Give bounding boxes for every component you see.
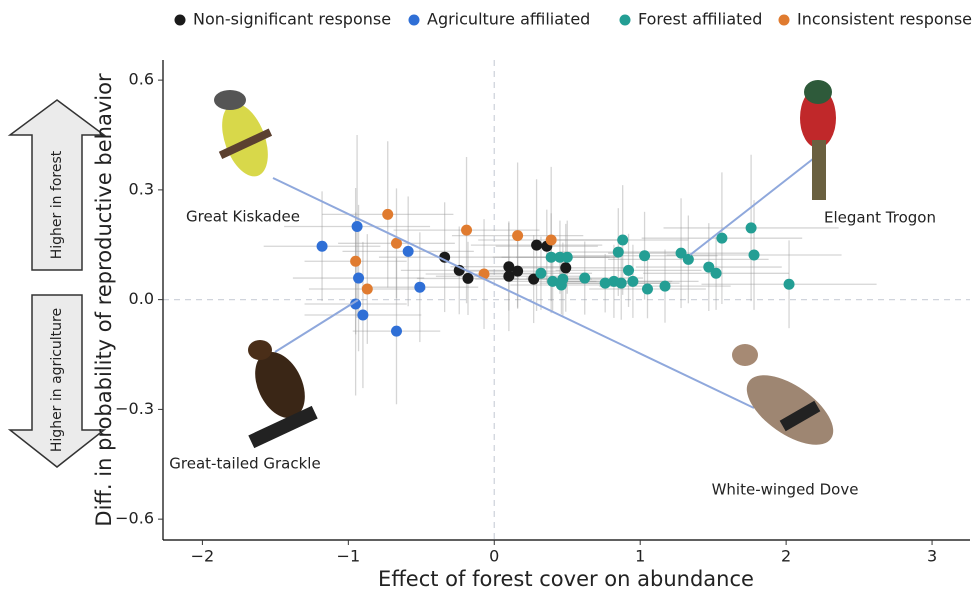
point	[512, 230, 523, 241]
y-tick-label: −0.6	[115, 509, 154, 528]
legend-label: Inconsistent response	[797, 10, 972, 29]
point	[784, 279, 795, 290]
bird-trogon	[800, 80, 836, 200]
bird-label: Great Kiskadee	[186, 208, 300, 226]
point	[352, 221, 363, 232]
legend-marker	[409, 15, 420, 26]
y-tick-label: 0.6	[129, 70, 154, 89]
x-tick-label: 3	[927, 547, 937, 566]
y-tick-label: 0.3	[129, 179, 154, 198]
point	[350, 256, 361, 267]
point	[617, 235, 628, 246]
point	[660, 281, 671, 292]
legend: Non-significant response Agriculture affi…	[175, 10, 973, 29]
point	[557, 274, 568, 285]
arrow-label: Higher in agriculture	[49, 308, 65, 452]
point	[403, 246, 414, 257]
bird-dove	[732, 344, 845, 458]
point	[362, 284, 373, 295]
x-tick-label: −2	[191, 547, 215, 566]
point	[535, 268, 546, 279]
bird-label: White-winged Dove	[712, 481, 859, 499]
point	[353, 273, 364, 284]
point	[562, 252, 573, 263]
x-tick-label: 0	[489, 547, 499, 566]
point	[616, 278, 627, 289]
point	[579, 273, 590, 284]
point	[512, 266, 523, 277]
x-tick-label: −1	[337, 547, 361, 566]
point	[613, 247, 624, 258]
arrow-label: Higher in forest	[49, 150, 65, 259]
point	[357, 310, 368, 321]
x-tick-label: 2	[781, 547, 791, 566]
point	[683, 254, 694, 265]
point	[749, 250, 760, 261]
point	[391, 326, 402, 337]
x-tick-label: 1	[635, 547, 645, 566]
point	[317, 241, 328, 252]
bird-grackle	[245, 340, 317, 448]
bird-kiskadee	[213, 90, 277, 183]
y-tick-label: −0.3	[115, 399, 154, 418]
legend-marker	[620, 15, 631, 26]
x-axis-title: Effect of forest cover on abundance	[378, 567, 754, 591]
point	[382, 209, 393, 220]
point	[639, 250, 650, 261]
point	[627, 276, 638, 287]
point	[414, 282, 425, 293]
point	[711, 268, 722, 279]
point	[546, 235, 557, 246]
legend-label: Agriculture affiliated	[427, 10, 590, 29]
point	[531, 240, 542, 251]
point	[560, 262, 571, 273]
bird-label: Elegant Trogon	[824, 209, 936, 227]
point	[623, 265, 634, 276]
point	[746, 222, 757, 233]
legend-marker	[779, 15, 790, 26]
point	[461, 225, 472, 236]
point	[462, 273, 473, 284]
legend-label: Forest affiliated	[638, 10, 762, 29]
y-axis-title: Diff. in probability of reproductive beh…	[92, 73, 116, 527]
y-tick-label: 0.0	[129, 289, 154, 308]
legend-label: Non-significant response	[193, 10, 391, 29]
chart: Higher in forest Higher in agriculture D…	[0, 0, 973, 595]
legend-marker	[175, 15, 186, 26]
bird-label: Great-tailed Grackle	[169, 455, 320, 473]
point	[642, 284, 653, 295]
